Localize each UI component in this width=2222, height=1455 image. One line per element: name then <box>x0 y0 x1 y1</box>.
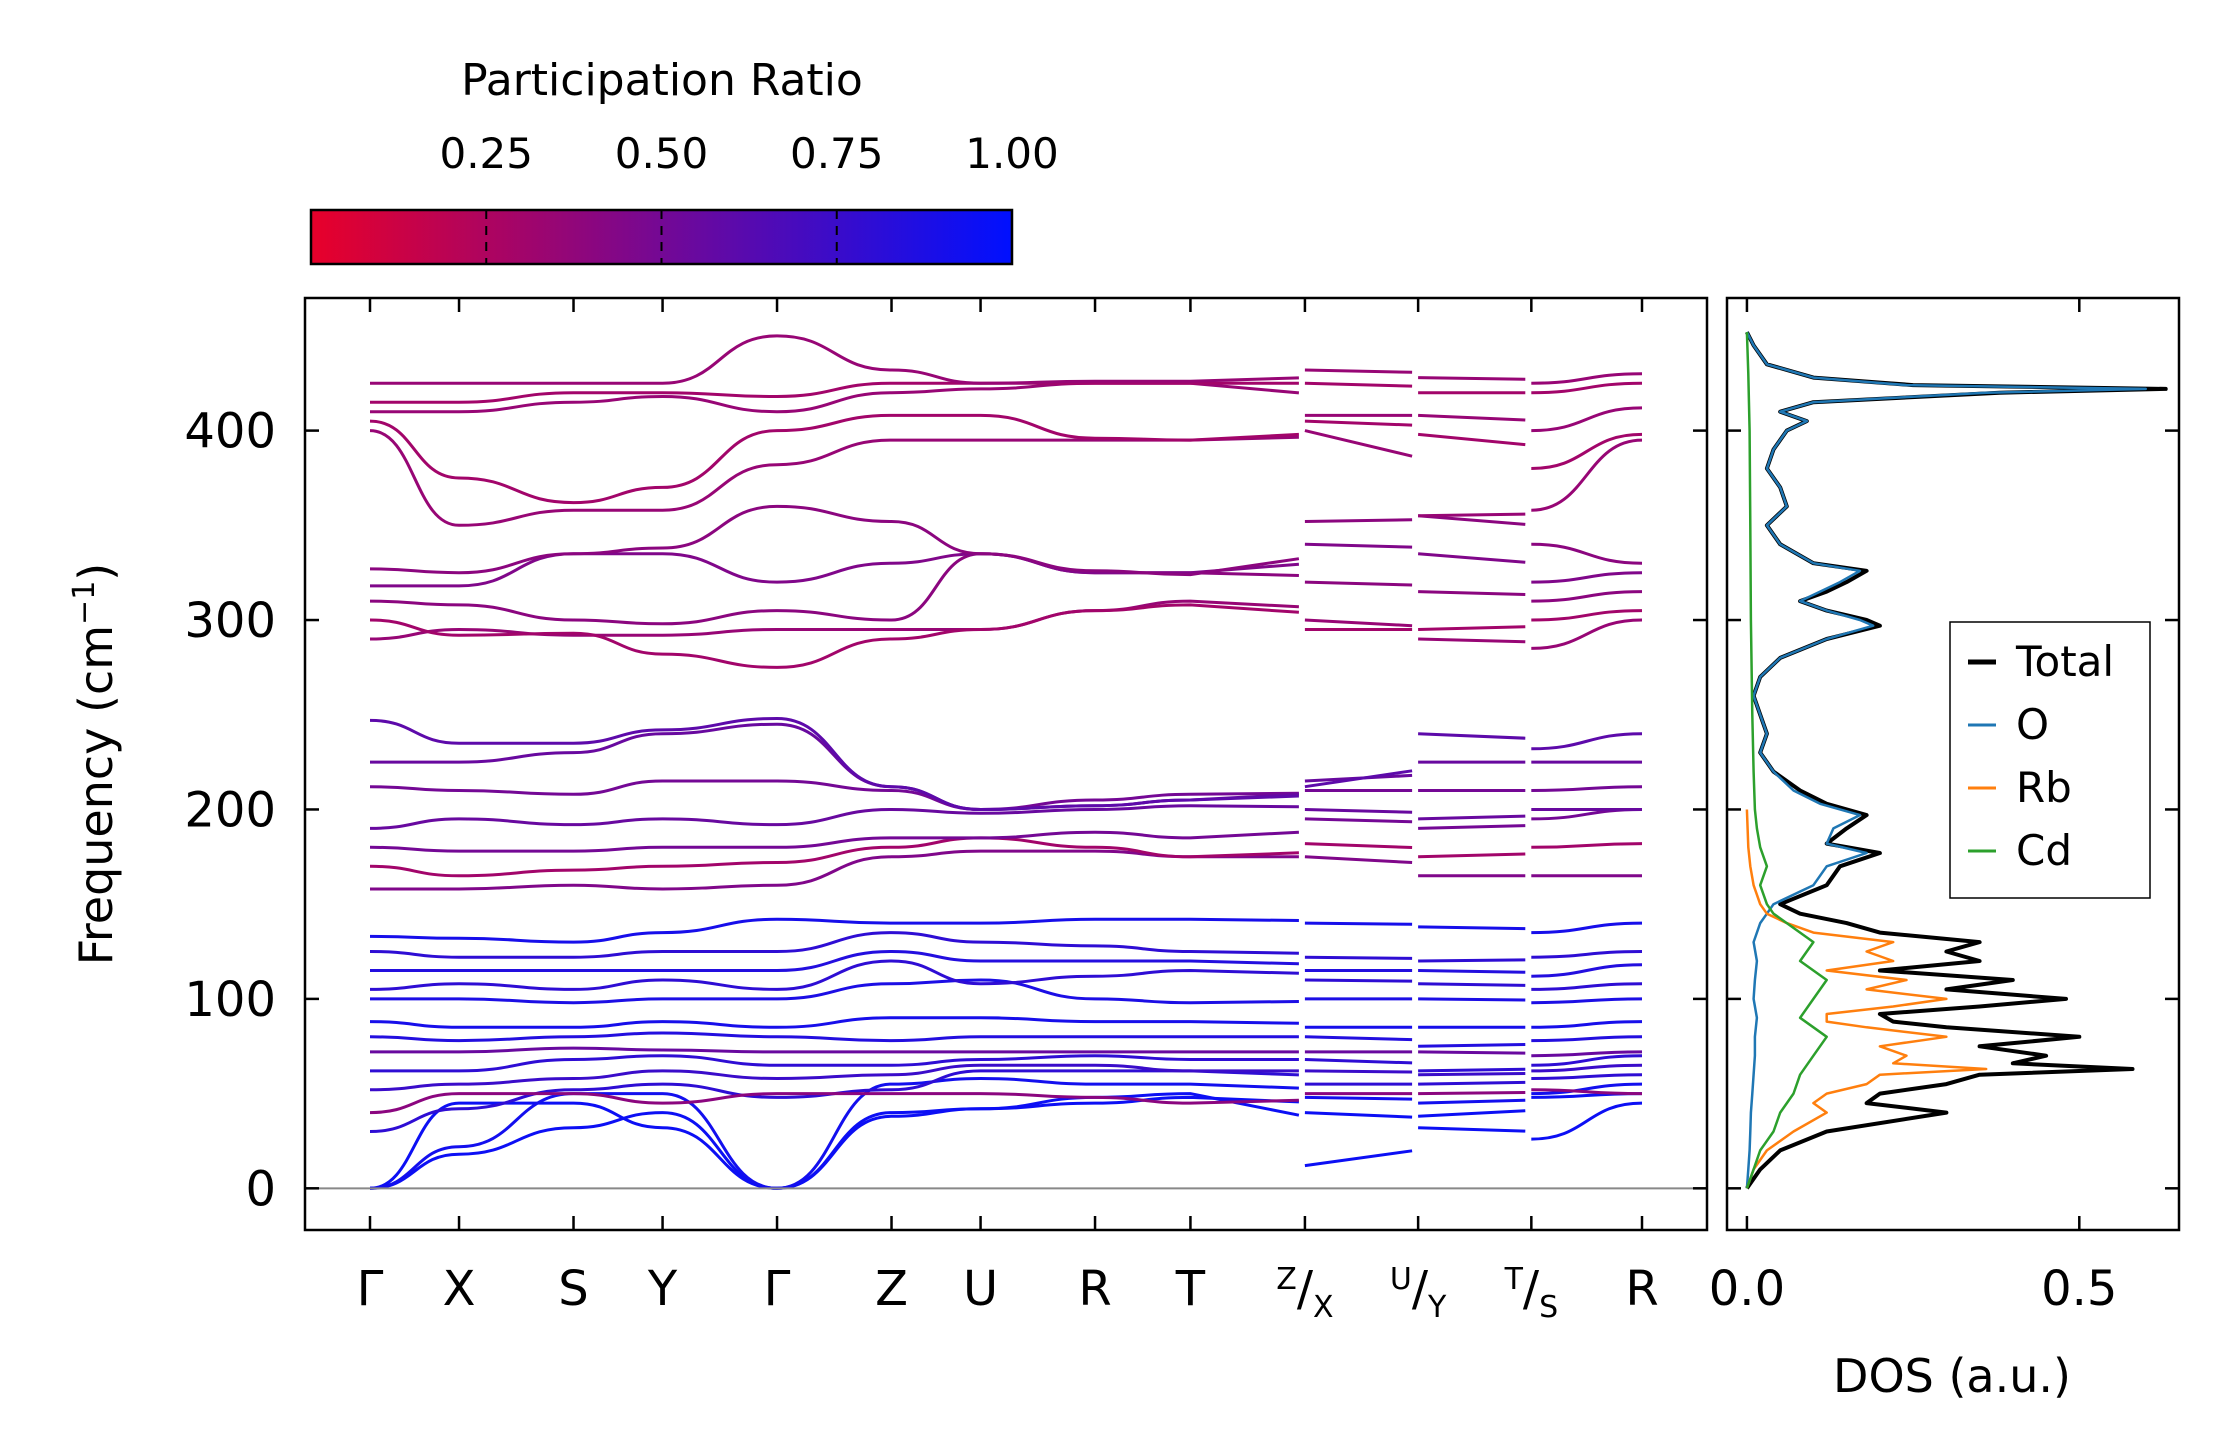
legend-label-o: O <box>2016 700 2049 749</box>
k-point-label: X <box>443 1261 476 1317</box>
phonon-band <box>369 504 1643 577</box>
k-point-label: U <box>963 1261 998 1317</box>
phonon-band <box>369 1088 1643 1115</box>
phonon-band <box>369 1054 1643 1073</box>
colorbar-tick-label: 0.75 <box>790 129 884 178</box>
phonon-band <box>369 1095 1643 1190</box>
phonon-band <box>369 552 1643 626</box>
k-point-label: Γ <box>764 1261 791 1317</box>
phonon-band <box>369 917 1643 944</box>
y-tick-label: 100 <box>184 972 276 1028</box>
k-point-label: Y <box>647 1261 678 1317</box>
phonon-band <box>369 599 1643 650</box>
phonon-band <box>369 1031 1643 1048</box>
k-point-label: S <box>558 1261 588 1317</box>
band-structure-panel: 0 100 200 300 400 Γ X S Y Γ Z U R T Z/X U/Y T/S R Freque… <box>67 296 1709 1325</box>
legend: Total O Rb Cd <box>1949 621 2151 899</box>
y-tick-label: 0 <box>245 1161 276 1217</box>
frequency-axis-label: Frequency (cm−1) <box>67 563 123 966</box>
phonon-band <box>369 716 1643 812</box>
colorbar-title: Participation Ratio <box>461 55 863 106</box>
phonon-band <box>369 836 1643 878</box>
y-tick-label: 300 <box>184 593 276 649</box>
legend-label-total: Total <box>2015 637 2114 686</box>
phonon-band <box>370 849 1642 891</box>
phonon-band <box>370 978 1643 1005</box>
phonon-band <box>369 381 1643 404</box>
y-tick-label: 200 <box>184 782 276 838</box>
dos-axis-label: DOS (a.u.) <box>1833 1349 2071 1403</box>
phonon-band <box>369 542 1643 588</box>
phonon-band <box>369 1063 1643 1092</box>
phonon-band <box>369 949 1643 978</box>
phonon-band <box>369 808 1643 853</box>
k-point-label: Γ <box>357 1261 384 1317</box>
legend-label-rb: Rb <box>2016 763 2072 812</box>
phonon-band <box>369 1092 1643 1190</box>
phonon-band <box>369 722 1642 812</box>
dos-curve-cd <box>1745 332 1828 1189</box>
k-point-label: Z/X <box>1276 1261 1333 1325</box>
colorbar-tick-label: 0.50 <box>615 129 709 178</box>
phonon-band <box>369 804 1642 830</box>
dos-axes-frame <box>1725 296 2181 1232</box>
phonon-band <box>369 381 1643 433</box>
y-tick-label: 400 <box>184 404 276 460</box>
colorbar-tick-label: 1.00 <box>965 129 1059 178</box>
k-point-label: U/Y <box>1390 1261 1447 1325</box>
dos-panel: 0.0 0.5 DOS (a.u.) Total O Rb Cd <box>1709 296 2181 1403</box>
k-point-label: R <box>1625 1261 1658 1317</box>
dos-curve-o <box>1745 331 2148 1189</box>
phonon-band <box>369 959 1643 991</box>
dos-x-tick-label: 0.5 <box>2041 1261 2117 1317</box>
dos-x-tick-label: 0.0 <box>1709 1261 1785 1317</box>
phonon-band <box>369 413 1643 505</box>
k-point-label: T/S <box>1504 1261 1559 1325</box>
k-point-label: R <box>1078 1261 1111 1317</box>
dos-curve-rb <box>1745 809 1988 1189</box>
phonon-band <box>369 603 1643 669</box>
legend-label-cd: Cd <box>2016 826 2072 875</box>
colorbar: Participation Ratio 0.25 0.50 0.75 1.00 <box>309 55 1059 266</box>
phonon-band <box>369 1016 1643 1029</box>
k-point-label: Z <box>875 1261 908 1317</box>
phonon-band <box>369 429 1643 527</box>
phonon-band <box>370 1046 1643 1058</box>
phonon-band <box>369 931 1643 963</box>
phonon-band <box>369 1069 1643 1133</box>
colorbar-tick-label: 0.25 <box>439 129 533 178</box>
k-point-label: T <box>1175 1261 1206 1317</box>
phonon-band <box>369 779 1643 812</box>
phonon-band <box>370 334 1643 385</box>
band-axes-frame <box>303 296 1709 1232</box>
